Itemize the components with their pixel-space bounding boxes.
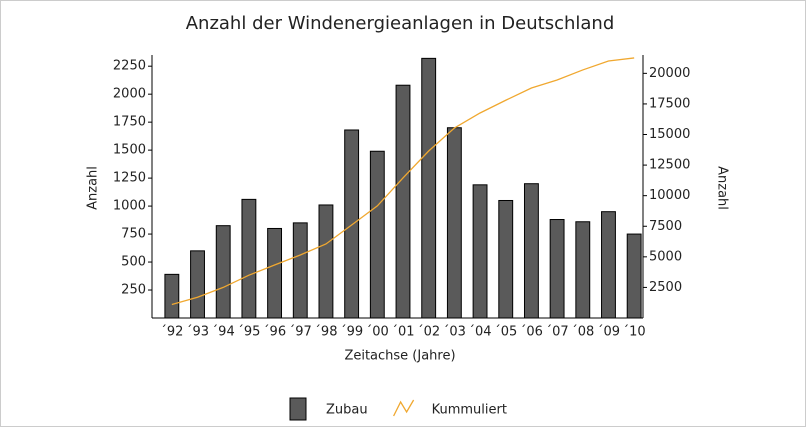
- x-tick-label: ´04: [469, 325, 492, 340]
- x-tick-label: ´95: [237, 325, 260, 340]
- y-tick-label: 1000: [113, 199, 146, 214]
- legend-swatch: [393, 399, 415, 417]
- x-tick-label: ´94: [212, 325, 235, 340]
- x-tick-label: ´92: [160, 325, 183, 340]
- bar: [215, 225, 231, 319]
- legend-label: Zubau: [326, 403, 368, 418]
- bar: [626, 233, 642, 319]
- x-tick-label: ´99: [340, 325, 363, 340]
- x-axis-label: Zeitachse (Jahre): [344, 349, 455, 364]
- x-tick-label: ´93: [186, 325, 209, 340]
- bar: [446, 127, 462, 319]
- x-tick-label: ´08: [571, 325, 594, 340]
- legend-swatch: [289, 397, 307, 421]
- line: [171, 57, 635, 306]
- x-tick-label: ´09: [597, 325, 620, 340]
- y-tick-label: 500: [121, 255, 146, 270]
- bar: [267, 227, 283, 319]
- y2-tick-label: 10000: [649, 188, 690, 203]
- x-tick-label: ´00: [366, 325, 389, 340]
- x-tick-label: ´07: [546, 325, 569, 340]
- bar: [318, 204, 334, 319]
- y-tick-label: 2250: [113, 59, 146, 74]
- x-tick-label: ´06: [520, 325, 543, 340]
- x-tick-label: ´98: [314, 325, 337, 340]
- bar: [472, 184, 488, 319]
- bar: [421, 57, 437, 319]
- bar: [241, 198, 257, 319]
- x-tick-label: ´10: [623, 325, 646, 340]
- y-tick-label: 250: [121, 283, 146, 298]
- bar: [164, 273, 180, 319]
- y-tick-label: 1250: [113, 171, 146, 186]
- bar: [369, 150, 385, 319]
- x-tick-label: ´01: [391, 325, 414, 340]
- y-tick-label: 1500: [113, 143, 146, 158]
- y-tick-label: 1750: [113, 115, 146, 130]
- y2-tick-label: 17500: [649, 96, 690, 111]
- bar: [498, 199, 514, 319]
- y2-tick-label: 12500: [649, 158, 690, 173]
- x-tick-label: ´97: [289, 325, 312, 340]
- y-axis-label: Anzahl: [86, 166, 101, 210]
- x-tick-label: ´05: [494, 325, 517, 340]
- bar: [601, 211, 616, 319]
- legend-label: Kummuliert: [432, 403, 507, 418]
- bar: [575, 221, 591, 319]
- bar: [395, 84, 411, 319]
- x-tick-label: ´96: [263, 325, 286, 340]
- x-tick-label: ´03: [443, 325, 466, 340]
- y2-tick-label: 7500: [649, 219, 682, 234]
- y-tick-label: 750: [121, 227, 146, 242]
- bar: [549, 219, 565, 319]
- y2-tick-label: 2500: [649, 280, 682, 295]
- y2-tick-label: 5000: [649, 249, 682, 264]
- y2-tick-label: 20000: [649, 66, 690, 81]
- y2-tick-label: 15000: [649, 127, 690, 142]
- bar: [190, 250, 205, 319]
- x-tick-label: ´02: [417, 325, 440, 340]
- chart-title: Anzahl der Windenergieanlagen in Deutsch…: [186, 13, 615, 34]
- y-tick-label: 2000: [113, 87, 146, 102]
- y2-axis-label: Anzahl: [715, 166, 730, 210]
- bar: [523, 183, 539, 319]
- bar: [292, 222, 308, 319]
- bar: [344, 129, 360, 319]
